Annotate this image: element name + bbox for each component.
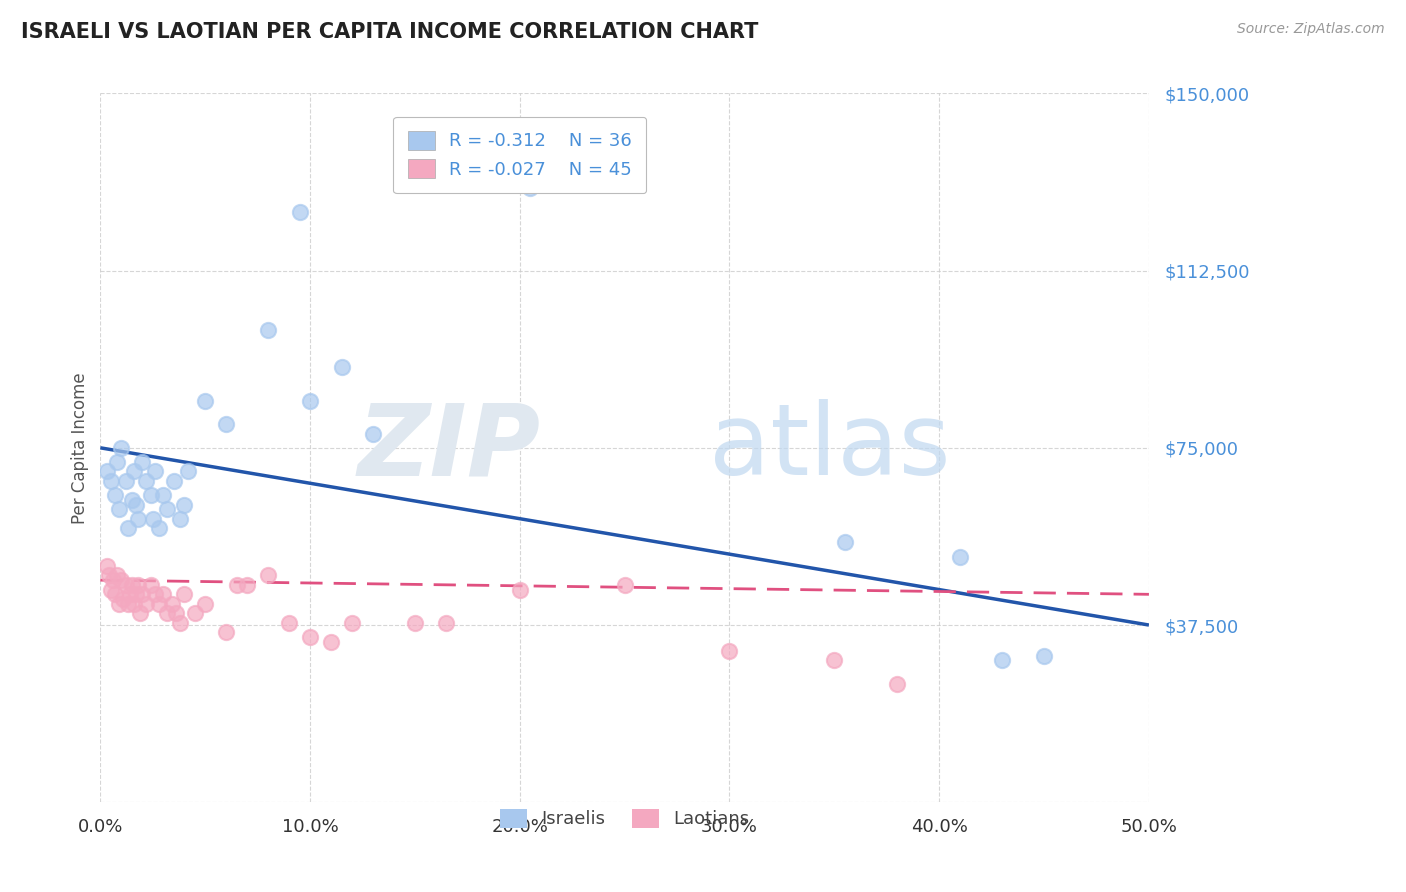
Point [110, 573, 132, 587]
Point [135, 474, 157, 488]
Point [509, 582, 531, 597]
Point [236, 578, 259, 592]
Point [104, 587, 127, 601]
Point [105, 455, 128, 469]
Point [148, 521, 170, 535]
Point [183, 606, 205, 620]
Point [142, 512, 165, 526]
Point [519, 181, 541, 195]
Text: ISRAELI VS LAOTIAN PER CAPITA INCOME CORRELATION CHART: ISRAELI VS LAOTIAN PER CAPITA INCOME COR… [21, 22, 758, 42]
Point [991, 653, 1014, 667]
Point [117, 521, 139, 535]
Point [131, 455, 153, 469]
Point [129, 606, 152, 620]
Point [949, 549, 972, 564]
Point [194, 393, 217, 408]
Point [330, 360, 353, 375]
Point [110, 441, 132, 455]
Point [257, 323, 280, 337]
Point [299, 393, 322, 408]
Point [125, 587, 148, 601]
Point [131, 587, 153, 601]
Point [834, 535, 856, 549]
Point [299, 630, 322, 644]
Point [121, 578, 143, 592]
Point [104, 488, 127, 502]
Point [127, 512, 149, 526]
Point [148, 597, 170, 611]
Point [143, 465, 166, 479]
Point [156, 606, 179, 620]
Point [122, 597, 145, 611]
Point [117, 597, 139, 611]
Point [108, 502, 131, 516]
Point [152, 488, 174, 502]
Point [288, 204, 311, 219]
Point [361, 426, 384, 441]
Point [319, 634, 342, 648]
Point [96, 558, 118, 573]
Point [225, 578, 247, 592]
Point [404, 615, 426, 630]
Point [152, 587, 174, 601]
Point [340, 615, 363, 630]
Point [108, 597, 131, 611]
Point [143, 587, 166, 601]
Point [114, 578, 136, 592]
Point [215, 625, 238, 640]
Point [125, 498, 148, 512]
Point [112, 592, 135, 607]
Text: Source: ZipAtlas.com: Source: ZipAtlas.com [1237, 22, 1385, 37]
Point [173, 587, 195, 601]
Point [135, 597, 157, 611]
Point [169, 512, 191, 526]
Point [139, 488, 162, 502]
Point [886, 677, 908, 691]
Point [105, 568, 128, 582]
Point [114, 474, 136, 488]
Point [257, 568, 280, 582]
Point [177, 465, 200, 479]
Legend: Israelis, Laotians: Israelis, Laotians [485, 795, 765, 843]
Text: atlas: atlas [709, 400, 950, 496]
Point [122, 465, 145, 479]
Point [1033, 648, 1056, 663]
Point [100, 582, 122, 597]
Point [278, 615, 301, 630]
Point [100, 474, 122, 488]
Point [215, 417, 238, 432]
Point [169, 615, 191, 630]
Y-axis label: Per Capita Income: Per Capita Income [72, 372, 89, 524]
Point [823, 653, 845, 667]
Point [160, 597, 183, 611]
Text: ZIP: ZIP [357, 400, 541, 496]
Point [613, 578, 636, 592]
Point [127, 578, 149, 592]
Point [718, 644, 741, 658]
Point [139, 578, 162, 592]
Point [163, 474, 186, 488]
Point [118, 587, 141, 601]
Point [156, 502, 179, 516]
Point [173, 498, 195, 512]
Point [101, 573, 124, 587]
Point [165, 606, 187, 620]
Point [97, 568, 120, 582]
Point [121, 492, 143, 507]
Point [96, 465, 118, 479]
Point [194, 597, 217, 611]
Point [434, 615, 457, 630]
